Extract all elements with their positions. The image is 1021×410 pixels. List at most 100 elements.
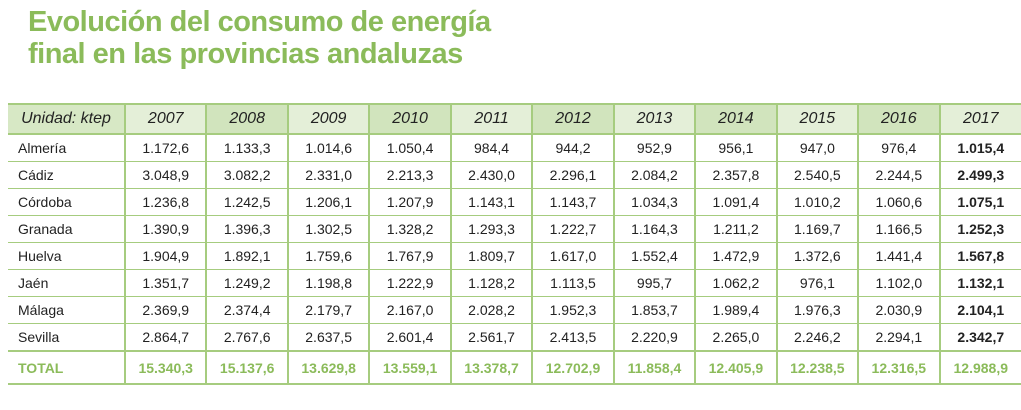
value-cell: 1.759,6: [286, 242, 370, 270]
province-name: Córdoba: [8, 188, 125, 216]
value-cell: 1.014,6: [286, 134, 370, 162]
year-header: 2014: [694, 103, 777, 135]
value-cell: 15.340,3: [123, 350, 207, 385]
value-cell: 2.084,2: [612, 161, 696, 189]
value-cell: 1.166,5: [857, 215, 940, 243]
table-row: Málaga 2.369,9 2.374,4 2.179,7 2.167,0 2.028,…: [8, 296, 1021, 324]
value-cell: 1.222,7: [531, 215, 614, 243]
value-cell: 1.809,7: [449, 242, 533, 270]
value-cell: 1.034,3: [612, 188, 696, 216]
value-cell: 1.293,3: [449, 215, 533, 243]
value-cell: 2.637,5: [286, 323, 370, 352]
value-cell: 1.767,9: [368, 242, 451, 270]
year-header: 2015: [775, 103, 859, 135]
year-header: 2012: [531, 103, 614, 135]
value-cell: 1.952,3: [531, 296, 614, 324]
year-header: 2008: [205, 103, 288, 135]
year-header: 2017: [938, 103, 1021, 135]
title-line-2: final en las provincias andaluzas: [28, 38, 463, 70]
value-cell: 1.102,0: [857, 269, 940, 297]
value-cell: 1.351,7: [123, 269, 207, 297]
province-name: TOTAL: [8, 350, 125, 385]
value-cell: 1.372,6: [775, 242, 859, 270]
value-cell: 2.030,9: [857, 296, 940, 324]
province-name: Sevilla: [8, 323, 125, 352]
value-cell: 1.390,9: [123, 215, 207, 243]
value-cell: 2.246,2: [775, 323, 859, 352]
value-cell: 1.091,4: [694, 188, 777, 216]
province-name: Granada: [8, 215, 125, 243]
year-header: 2011: [449, 103, 533, 135]
value-cell: 1.236,8: [123, 188, 207, 216]
value-cell: 2.561,7: [449, 323, 533, 352]
value-cell: 2.167,0: [368, 296, 451, 324]
value-cell: 1.128,2: [449, 269, 533, 297]
value-cell: 1.396,3: [205, 215, 288, 243]
value-cell: 1.143,7: [531, 188, 614, 216]
year-header: 2013: [612, 103, 696, 135]
province-name: Cádiz: [8, 161, 125, 189]
value-cell: 1.904,9: [123, 242, 207, 270]
value-cell: 2.104,1: [938, 296, 1021, 324]
value-cell: 1.472,9: [694, 242, 777, 270]
year-header: 2016: [857, 103, 940, 135]
value-cell: 1.075,1: [938, 188, 1021, 216]
value-cell: 2.244,5: [857, 161, 940, 189]
value-cell: 12.988,9: [938, 350, 1021, 385]
value-cell: 13.559,1: [368, 350, 451, 385]
table-row: Sevilla 2.864,7 2.767,6 2.637,5 2.601,4 2.561…: [8, 323, 1021, 352]
energy-consumption-table: Unidad: ktep 2007 2008 2009 2010 2011 2012 201…: [8, 103, 1021, 385]
header-row: Unidad: ktep 2007 2008 2009 2010 2011 2012 201…: [8, 103, 1021, 135]
value-cell: 1.211,2: [694, 215, 777, 243]
value-cell: 1.252,3: [938, 215, 1021, 243]
value-cell: 2.540,5: [775, 161, 859, 189]
total-row: TOTAL 15.340,3 15.137,6 13.629,8 13.559,1 13.…: [8, 350, 1021, 385]
value-cell: 1.010,2: [775, 188, 859, 216]
value-cell: 1.133,3: [205, 134, 288, 162]
value-cell: 2.413,5: [531, 323, 614, 352]
value-cell: 3.082,2: [205, 161, 288, 189]
table-row: Cádiz 3.048,9 3.082,2 2.331,0 2.213,3 2.430,0…: [8, 161, 1021, 189]
province-name: Almería: [8, 134, 125, 162]
value-cell: 1.617,0: [531, 242, 614, 270]
value-cell: 1.015,4: [938, 134, 1021, 162]
year-header: 2010: [368, 103, 451, 135]
value-cell: 1.976,3: [775, 296, 859, 324]
value-cell: 2.369,9: [123, 296, 207, 324]
value-cell: 12.238,5: [775, 350, 859, 385]
value-cell: 2.294,1: [857, 323, 940, 352]
value-cell: 12.702,9: [531, 350, 614, 385]
title-line-1: Evolución del consumo de energía: [28, 6, 491, 38]
value-cell: 1.242,5: [205, 188, 288, 216]
value-cell: 1.143,1: [449, 188, 533, 216]
value-cell: 952,9: [612, 134, 696, 162]
value-cell: 1.113,5: [531, 269, 614, 297]
value-cell: 12.316,5: [857, 350, 940, 385]
value-cell: 1.302,5: [286, 215, 370, 243]
value-cell: 2.179,7: [286, 296, 370, 324]
province-name: Jaén: [8, 269, 125, 297]
value-cell: 2.601,4: [368, 323, 451, 352]
year-header: 2009: [286, 103, 370, 135]
value-cell: 1.249,2: [205, 269, 288, 297]
value-cell: 944,2: [531, 134, 614, 162]
value-cell: 1.206,1: [286, 188, 370, 216]
table-row: Córdoba 1.236,8 1.242,5 1.206,1 1.207,9 1.143…: [8, 188, 1021, 216]
value-cell: 2.331,0: [286, 161, 370, 189]
value-cell: 1.164,3: [612, 215, 696, 243]
value-cell: 2.296,1: [531, 161, 614, 189]
value-cell: 2.213,3: [368, 161, 451, 189]
value-cell: 2.767,6: [205, 323, 288, 352]
value-cell: 2.220,9: [612, 323, 696, 352]
value-cell: 1.198,8: [286, 269, 370, 297]
table-row: Granada 1.390,9 1.396,3 1.302,5 1.328,2 1.293…: [8, 215, 1021, 243]
year-header: 2007: [123, 103, 207, 135]
table-row: Huelva 1.904,9 1.892,1 1.759,6 1.767,9 1.809,…: [8, 242, 1021, 270]
value-cell: 2.499,3: [938, 161, 1021, 189]
value-cell: 1.567,8: [938, 242, 1021, 270]
value-cell: 2.028,2: [449, 296, 533, 324]
value-cell: 15.137,6: [205, 350, 288, 385]
value-cell: 976,1: [775, 269, 859, 297]
page-title: Evolución del consumo de energía final en…: [28, 6, 491, 70]
value-cell: 1.132,1: [938, 269, 1021, 297]
